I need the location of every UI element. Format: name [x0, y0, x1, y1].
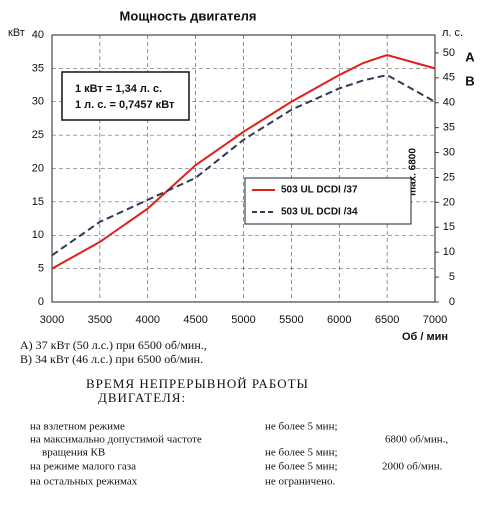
row-label: на режиме малого газа	[30, 461, 136, 473]
y-tick-label: 20	[32, 162, 44, 174]
x-tick-label: 3500	[88, 314, 112, 326]
note: B) 34 кВт (46 л.с.) при 6500 об/мин.	[20, 352, 203, 366]
y-tick-label: 25	[32, 129, 44, 141]
y-tick-label: 35	[32, 62, 44, 74]
series-marker: A	[465, 49, 475, 64]
row-limit: не более 5 мин;	[265, 461, 338, 473]
y-tick-label: 15	[32, 196, 44, 208]
table-title: ДВИГАТЕЛЯ:	[98, 390, 186, 405]
table-title: ВРЕМЯ НЕПРЕРЫВНОЙ РАБОТЫ	[86, 376, 309, 391]
y2-tick-label: 50	[443, 47, 455, 59]
row-label: на максимально допустимой частоте	[30, 434, 202, 446]
conversion-text: 1 кВт = 1,34 л. с.	[75, 83, 162, 95]
y2-tick-label: 15	[443, 221, 455, 233]
y2-tick-label: 45	[443, 72, 455, 84]
x-tick-label: 7000	[423, 314, 447, 326]
x-tick-label: 6500	[375, 314, 399, 326]
x-tick-label: 5500	[279, 314, 303, 326]
note: A) 37 кВт (50 л.с.) при 6500 об/мин.,	[20, 338, 207, 352]
series-line	[51, 73, 436, 257]
y2-tick-label: 20	[443, 196, 455, 208]
y-tick-label: 30	[32, 96, 44, 108]
y-tick-label: 5	[38, 263, 44, 275]
legend-box	[244, 177, 412, 225]
chart-title: Мощность двигателя	[120, 8, 257, 23]
y2-tick-label: 5	[449, 271, 455, 283]
x-tick-label: 4000	[136, 314, 160, 326]
conversion-text: 1 л. с. = 0,7457 кВт	[75, 99, 175, 111]
row-limit: не более 5 мин;	[265, 421, 338, 433]
row-label: на остальных режимах	[30, 476, 138, 488]
x-tick-label: 3000	[40, 314, 64, 326]
row-limit: не ограничено.	[265, 476, 335, 488]
row-label: на взлетном режиме	[30, 421, 125, 433]
y2-tick-label: 35	[443, 122, 455, 134]
x-tick-label: 5000	[231, 314, 255, 326]
y2-axis-label: л. с.	[442, 27, 463, 39]
row-rpm: 6800 об/мин.,	[385, 434, 448, 446]
y-tick-label: 40	[32, 29, 44, 41]
legend-label: 503 UL DCDI /37	[281, 185, 358, 196]
y-tick-label: 0	[38, 296, 44, 308]
y2-tick-label: 25	[443, 171, 455, 183]
legend-label: 503 UL DCDI /34	[281, 207, 358, 218]
annotation: max. 6800	[408, 148, 419, 196]
plot-frame	[51, 34, 436, 303]
x-tick-label: 6000	[327, 314, 351, 326]
y-tick-label: 10	[32, 229, 44, 241]
y2-tick-label: 30	[443, 146, 455, 158]
y-axis-label: кВт	[8, 27, 25, 39]
x-tick-label: 4500	[183, 314, 207, 326]
row-rpm: 2000 об/мин.	[382, 461, 443, 473]
row-label: вращения КВ	[42, 447, 105, 459]
series-line	[51, 53, 436, 270]
y2-tick-label: 10	[443, 246, 455, 258]
row-limit: не более 5 мин;	[265, 447, 338, 459]
series-marker: B	[465, 73, 474, 88]
y2-tick-label: 40	[443, 97, 455, 109]
x-axis-label: Об / мин	[402, 331, 448, 343]
y2-tick-label: 0	[449, 296, 455, 308]
conversion-box	[61, 71, 190, 121]
